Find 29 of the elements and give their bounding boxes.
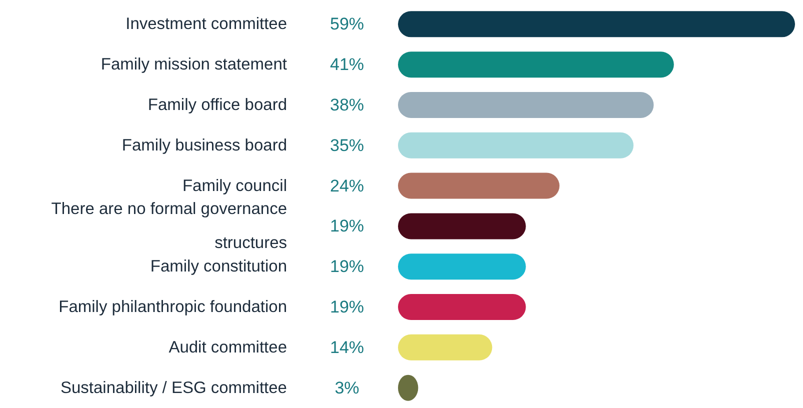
data-label: 38% xyxy=(330,95,364,114)
data-label: 41% xyxy=(330,55,364,74)
data-label: 14% xyxy=(330,338,364,357)
data-label: 3% xyxy=(334,378,360,398)
y-tick-label: Family constitution xyxy=(150,258,287,276)
bar xyxy=(398,334,492,360)
y-tick-label: Audit committee xyxy=(168,338,287,356)
data-label: 35% xyxy=(330,136,364,155)
bar xyxy=(398,11,795,38)
bar xyxy=(398,52,674,78)
bar xyxy=(398,92,654,118)
y-tick-label: Family council xyxy=(182,176,287,195)
y-tick-label: Family mission statement xyxy=(100,56,288,74)
y-tick-label: There are no formal governance structures xyxy=(51,200,287,252)
y-tick-label: Family office board xyxy=(148,96,287,114)
bar xyxy=(398,172,560,199)
data-label: 19% xyxy=(330,257,364,276)
bar xyxy=(398,254,526,280)
data-label: 19% xyxy=(330,216,364,236)
bar xyxy=(398,132,634,158)
y-tick-label: Family philanthropic foundation xyxy=(58,298,287,316)
y-tick-label: Family business board xyxy=(122,136,287,154)
data-label: 24% xyxy=(330,176,364,196)
y-tick-label: Investment committee xyxy=(126,15,287,34)
y-tick-label: Sustainability / ESG committee xyxy=(60,378,287,397)
data-label: 59% xyxy=(330,14,364,34)
bar xyxy=(398,213,526,240)
data-label: 19% xyxy=(330,298,364,317)
bar xyxy=(398,294,526,320)
